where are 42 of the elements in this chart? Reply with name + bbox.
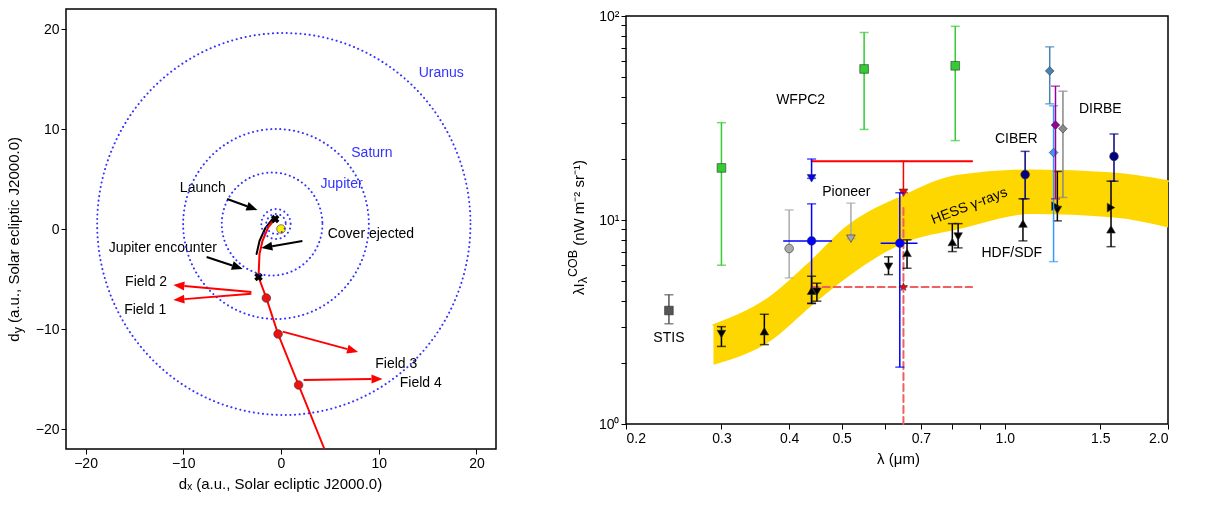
x-tick-label: −20 [74,454,99,471]
annotation: Uranus [418,64,464,80]
y-tick-label: 10⁰ [598,415,620,432]
x-tick-label: 0.7 [911,429,932,446]
annotation: Field 1 [124,301,167,317]
annotation: Field 4 [399,374,442,390]
annotation: HESS γ-rays [928,183,1010,227]
x-tick-label: 0.3 [712,429,732,446]
y-tick-label: −10 [35,320,60,337]
annotation: CIBER [994,130,1038,147]
y-tick-label: 10 [43,120,60,137]
annotation: Pioneer [822,183,871,200]
annotation: Launch [179,179,226,195]
x-tick-label: 0.5 [832,429,853,446]
x-tick-label: 0 [277,454,286,471]
point [261,293,271,303]
annotation: Jupiter encounter [108,239,218,255]
y-tick-label: 10¹ [599,211,620,228]
x-tick-label: 20 [469,454,485,471]
point [293,380,304,390]
y-tick-label: 0 [51,220,60,237]
x-axis-title: dₓ (a.u., Solar ecliptic J2000.0) [177,475,384,492]
annotation: Field 2 [125,273,168,289]
annotation: Saturn [351,144,393,160]
annotation: Cover ejected [327,225,415,241]
x-tick-label: 1.0 [995,429,1016,446]
point [273,329,283,339]
y-tick-label: 10² [599,7,620,24]
x-tick-label: 2.0 [1149,429,1169,446]
annotation: STIS [653,328,685,345]
annotation: Jupiter [320,175,363,191]
x-axis-title: λ (μm) [876,450,921,467]
x-tick-label: 0.2 [626,429,647,446]
x-tick-label: 10 [371,454,388,471]
annotation: DIRBE [1078,100,1122,117]
y-tick-label: 20 [43,20,60,37]
x-tick-label: 1.5 [1091,429,1111,446]
x-tick-label: −10 [171,454,196,471]
x-tick-label: 0.4 [779,429,800,446]
annotation: WFPC2 [776,91,826,108]
annotation: Field 3 [375,355,418,371]
annotation: HDF/SDF [981,243,1043,260]
